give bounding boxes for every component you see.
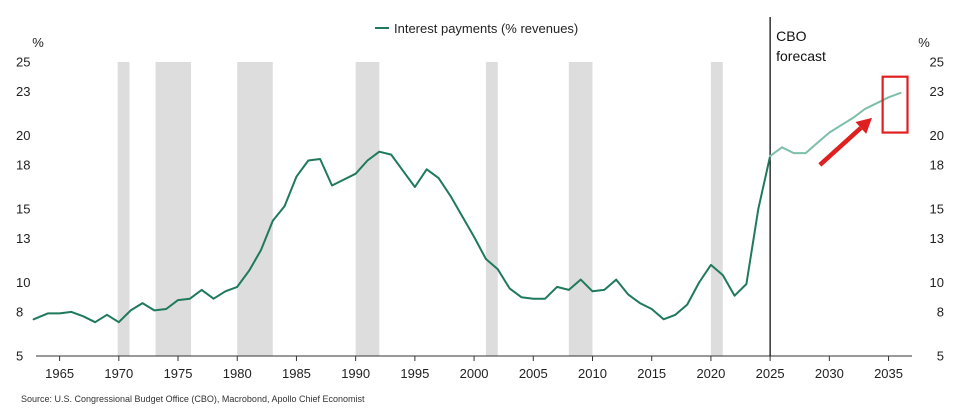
y-tick-label-right: 15 [930, 202, 944, 217]
x-tick-label: 1985 [282, 366, 311, 381]
forecast-label-line2: forecast [776, 48, 826, 64]
x-tick-label: 2025 [756, 366, 785, 381]
y-axis-right: 5 8 10 13 15 18 20 23 25 [930, 55, 944, 364]
x-tick-label: 2030 [815, 366, 844, 381]
x-tick-label: 1980 [223, 366, 252, 381]
x-tick-label: 1990 [341, 366, 370, 381]
legend-label: Interest payments (% revenues) [394, 21, 578, 36]
x-axis-tick-labels: 1965 1970 1975 1980 1985 1990 1995 2000 2005 2010… [45, 356, 903, 381]
y-tick-label-left: 23 [16, 84, 30, 99]
highlight-box [881, 75, 909, 134]
recession-band-3 [355, 62, 380, 356]
y-tick-label-right: 10 [930, 275, 944, 290]
y-tick-label-right: 23 [930, 84, 944, 99]
x-tick-label: 2015 [637, 366, 666, 381]
recession-band-1 [155, 62, 192, 356]
y-tick-label-left: 15 [16, 202, 30, 217]
y-tick-label-right: 13 [930, 231, 944, 246]
recession-band-5 [568, 62, 593, 356]
annotations [818, 75, 909, 167]
y-tick-label-left: 8 [16, 304, 23, 319]
source-note: Source: U.S. Congressional Budget Office… [21, 394, 365, 404]
arrow-head [855, 117, 872, 134]
x-tick-label: 1970 [104, 366, 133, 381]
y-tick-label-right: 8 [937, 304, 944, 319]
x-tick-label: 1975 [164, 366, 193, 381]
y-tick-label-left: 25 [16, 55, 30, 70]
forecast-label-line1: CBO [776, 28, 806, 44]
y-tick-label-left: 20 [16, 128, 30, 143]
recession-band-4 [485, 62, 498, 356]
x-tick-label: 2010 [578, 366, 607, 381]
x-tick-label: 2000 [460, 366, 489, 381]
arrow-shaft [818, 126, 863, 167]
y-tick-label-right: 5 [937, 349, 944, 364]
recession-band-6 [710, 62, 723, 356]
x-tick-label: 2020 [696, 366, 725, 381]
y-axis-label-left: % [32, 35, 44, 50]
recession-band-0 [117, 62, 130, 356]
y-tick-label-left: 18 [16, 157, 30, 172]
y-tick-label-right: 25 [930, 55, 944, 70]
x-tick-label: 2005 [519, 366, 548, 381]
y-tick-label-left: 13 [16, 231, 30, 246]
recession-bands [117, 62, 723, 356]
series-line-forecast [769, 91, 902, 158]
recession-band-2 [237, 62, 273, 356]
x-tick-label: 1995 [400, 366, 429, 381]
series-line-historical [32, 150, 772, 324]
y-axis-left: 5 8 10 13 15 18 20 23 25 [16, 55, 30, 364]
y-axis-label-right: % [918, 35, 930, 50]
x-tick-label: 2035 [874, 366, 903, 381]
y-tick-label-right: 18 [930, 157, 944, 172]
x-tick-label: 1965 [45, 366, 74, 381]
y-tick-label-right: 20 [930, 128, 944, 143]
y-tick-label-left: 10 [16, 275, 30, 290]
y-tick-label-left: 5 [16, 349, 23, 364]
series-lines [32, 91, 902, 324]
